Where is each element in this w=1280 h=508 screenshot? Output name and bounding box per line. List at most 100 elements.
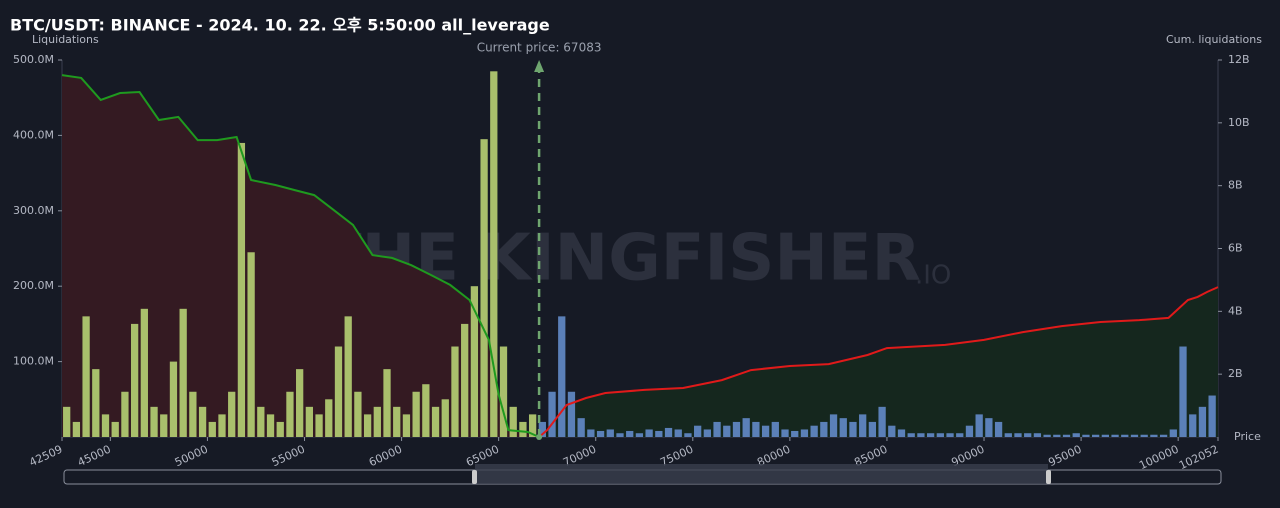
liquidation-bar [975, 414, 983, 437]
bars [63, 71, 1216, 438]
x-axis-label: Price [1234, 430, 1261, 443]
liquidation-bar [130, 323, 139, 437]
y2-axis-label: Cum. liquidations [1166, 33, 1262, 46]
liquidation-bar [1150, 434, 1158, 437]
liquidation-bar [63, 406, 71, 437]
liquidation-bar [1169, 429, 1177, 437]
liquidation-bar [839, 418, 847, 437]
liquidation-bar [315, 414, 323, 437]
liquidation-bar [567, 391, 576, 437]
liquidation-bar [1130, 434, 1139, 437]
y2-tick-label: 12B [1228, 53, 1250, 66]
liquidation-bar [528, 414, 537, 437]
liquidation-bar [325, 399, 333, 437]
y-tick-label: 400.0M [13, 128, 54, 141]
liquidation-bar [994, 421, 1003, 437]
y2-tick-label: 4B [1228, 304, 1243, 317]
cum-line [61, 74, 540, 438]
liquidation-bar [461, 323, 469, 437]
liquidation-bar [1043, 434, 1051, 437]
liquidation-bar [820, 421, 828, 437]
liquidation-bar [577, 418, 585, 437]
liquidation-bar [72, 421, 81, 437]
liquidation-bar [101, 414, 110, 437]
liquidation-bar [140, 308, 148, 437]
liquidation-bar [373, 406, 381, 437]
liquidation-bar [237, 142, 246, 437]
liquidation-bar [393, 406, 401, 437]
y-axis-label: Liquidations [32, 33, 99, 46]
liquidation-bar [169, 361, 178, 437]
liquidation-bar [150, 406, 158, 437]
liquidation-bar [247, 252, 255, 437]
liquidation-bar [616, 433, 624, 437]
liquidation-bar [296, 369, 304, 437]
liquidation-bar [1033, 433, 1042, 437]
liquidation-bar [198, 406, 207, 437]
watermark-suffix: .IO [915, 261, 951, 291]
liquidation-bar [266, 414, 275, 437]
liquidation-bar [1208, 395, 1216, 437]
chart-title: BTC/USDT: BINANCE - 2024. 10. 22. 오후 5:5… [10, 16, 550, 35]
liquidation-bar [1082, 434, 1090, 437]
liquidation-bar [791, 430, 799, 437]
liquidation-bar [490, 71, 498, 437]
liquidation-bar [509, 406, 517, 437]
liquidation-bar [189, 391, 197, 437]
cum-area [539, 287, 1218, 437]
liquidation-bar [897, 429, 906, 437]
scroll-handle-left[interactable] [472, 470, 477, 484]
liquidation-bar [1121, 434, 1129, 437]
scroll-handle-right[interactable] [1046, 470, 1051, 484]
scrollbar[interactable] [63, 464, 1222, 485]
liquidation-bar [800, 429, 809, 437]
liquidation-bar [985, 418, 993, 437]
liquidation-bar [723, 425, 731, 437]
liquidation-bar [1053, 434, 1061, 437]
scroll-thumb[interactable] [475, 464, 1048, 484]
liquidation-bar [888, 425, 896, 437]
liquidation-bar [655, 430, 663, 437]
liquidation-bar [538, 421, 546, 437]
liquidation-bar [742, 418, 750, 437]
liquidation-bar [752, 421, 760, 437]
liquidation-bar [878, 406, 886, 437]
liquidation-bar [829, 414, 838, 437]
liquidation-bar [276, 421, 284, 437]
y2-tick-label: 6B [1228, 242, 1243, 255]
liquidation-bar [713, 421, 721, 437]
liquidation-bar [1198, 406, 1207, 437]
y2-tick-label: 2B [1228, 367, 1243, 380]
liquidation-bar [849, 421, 857, 437]
liquidation-bar [257, 406, 265, 437]
lines [61, 74, 1219, 438]
liquidation-bar [1014, 433, 1022, 437]
liquidation-bar [1101, 434, 1109, 437]
liquidation-bar [868, 421, 877, 437]
liquidation-bar [451, 346, 459, 437]
liquidation-bar [470, 286, 479, 437]
liquidation-bar [684, 433, 692, 437]
y-tick-label: 100.0M [13, 355, 54, 368]
liquidation-bar [354, 391, 362, 437]
y-tick-label: 200.0M [13, 279, 54, 292]
current-price-arrow [534, 60, 545, 72]
liquidation-bar [635, 433, 644, 437]
liquidation-bar [810, 425, 818, 437]
liquidation-bar [1111, 434, 1119, 437]
liquidation-bar [548, 391, 556, 437]
liquidation-bar [606, 429, 614, 437]
liquidation-bar [664, 427, 673, 437]
liquidation-bar [480, 139, 488, 438]
liquidation-bar [344, 316, 352, 437]
liquidation-bar [596, 430, 605, 437]
y-tick-label: 500.0M [13, 53, 54, 66]
current-price-dot [536, 434, 543, 440]
liquidation-bar [218, 414, 226, 437]
liquidation-bar [703, 429, 711, 437]
liquidation-bar [674, 429, 682, 437]
cum-line [538, 286, 1219, 438]
y-tick-label: 300.0M [13, 204, 54, 217]
liquidation-bar [1179, 346, 1187, 437]
